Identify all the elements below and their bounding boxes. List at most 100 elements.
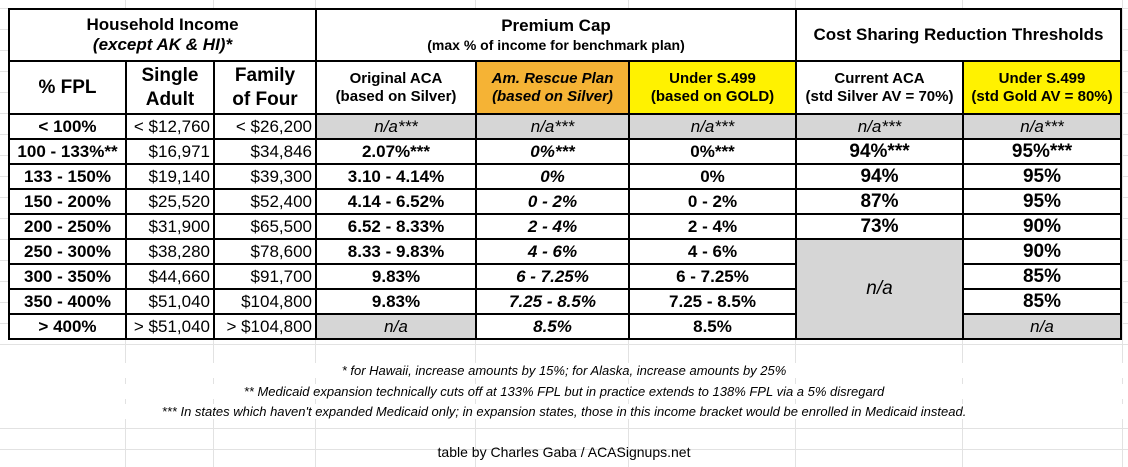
col-header-label: (based on GOLD) (650, 87, 775, 105)
cell-fpl: > 400% (8, 313, 127, 340)
grid-column-line (1122, 0, 1123, 467)
cell-family-of-four: < $26,200 (213, 113, 317, 140)
table-row: 133 - 150% $19,140 $39,300 3.10 - 4.14% 0% 0%… (8, 163, 1122, 190)
cell-current-aca-csr: 94% (795, 163, 964, 190)
cell-original-aca: n/a*** (315, 113, 477, 140)
cell-current-aca-csr: n/a (795, 238, 964, 340)
cell-fpl: 200 - 250% (8, 213, 127, 240)
col-header-label: (based on Silver) (492, 87, 613, 105)
col-header-s499-premium: Under S.499 (based on GOLD) (628, 60, 797, 115)
cell-s499-csr: 95%*** (962, 138, 1122, 165)
cell-single-adult: $19,140 (125, 163, 215, 190)
cell-family-of-four: $34,846 (213, 138, 317, 165)
cell-am-rescue-plan: 6 - 7.25% (475, 263, 630, 290)
cell-am-rescue-plan: n/a*** (475, 113, 630, 140)
csr-header: Cost Sharing Reduction Thresholds (795, 8, 1122, 62)
table-row: < 100% < $12,760 < $26,200 n/a*** n/a*** n/a*… (8, 113, 1122, 140)
cell-family-of-four: $91,700 (213, 263, 317, 290)
cell-fpl: 300 - 350% (8, 263, 127, 290)
cell-original-aca: 6.52 - 8.33% (315, 213, 477, 240)
cell-family-of-four: $52,400 (213, 188, 317, 215)
cell-s499-premium: 6 - 7.25% (628, 263, 797, 290)
cell-original-aca: 9.83% (315, 263, 477, 290)
cell-original-aca: 4.14 - 6.52% (315, 188, 477, 215)
cell-s499-csr: 90% (962, 238, 1122, 265)
cell-s499-premium: 0 - 2% (628, 188, 797, 215)
household-income-title: Household Income (86, 15, 239, 34)
col-header-label: (based on Silver) (335, 87, 457, 105)
footnote-2: ** Medicaid expansion technically cuts o… (0, 384, 1128, 399)
col-header-fpl: % FPL (8, 60, 127, 115)
cell-am-rescue-plan: 2 - 4% (475, 213, 630, 240)
cell-current-aca-csr: 73% (795, 213, 964, 240)
cell-fpl: 150 - 200% (8, 188, 127, 215)
cell-am-rescue-plan: 4 - 6% (475, 238, 630, 265)
col-header-label: Under S.499 (669, 69, 756, 87)
cell-fpl: 350 - 400% (8, 288, 127, 315)
cell-fpl: 250 - 300% (8, 238, 127, 265)
col-header-label: Single (141, 64, 199, 86)
cell-original-aca: n/a (315, 313, 477, 340)
cell-current-aca-csr: 94%*** (795, 138, 964, 165)
cell-s499-csr: 85% (962, 263, 1122, 290)
table-row: 250 - 300% $38,280 $78,600 8.33 - 9.83% 4 - … (8, 238, 1122, 340)
cell-single-adult: $44,660 (125, 263, 215, 290)
col-header-s499-csr: Under S.499 (std Gold AV = 80%) (962, 60, 1122, 115)
cell-s499-premium: n/a*** (628, 113, 797, 140)
cell-s499-csr: 85% (962, 288, 1122, 315)
table-body: < 100% < $12,760 < $26,200 n/a*** n/a*** n/a*… (8, 113, 1122, 340)
cell-original-aca: 3.10 - 4.14% (315, 163, 477, 190)
cell-s499-csr: n/a*** (962, 113, 1122, 140)
cell-s499-premium: 4 - 6% (628, 238, 797, 265)
table-row: > 400% > $51,040 > $104,800 n/a 8.5% 8.5% n/a (8, 313, 1122, 340)
cell-am-rescue-plan: 0 - 2% (475, 188, 630, 215)
column-header-row: % FPL Single Adult Family of Four Original… (8, 60, 1122, 115)
cell-am-rescue-plan: 8.5% (475, 313, 630, 340)
premium-cap-title: Premium Cap (501, 16, 611, 35)
footnote-3: *** In states which haven't expanded Med… (0, 404, 1128, 419)
credit-line: table by Charles Gaba / ACASignups.net (437, 444, 691, 460)
footnote-1: * for Hawaii, increase amounts by 15%; f… (0, 363, 1128, 378)
col-header-label: Adult (145, 88, 195, 110)
col-header-label: of Four (232, 88, 298, 110)
cell-family-of-four: $78,600 (213, 238, 317, 265)
cell-single-adult: $38,280 (125, 238, 215, 265)
cell-original-aca: 2.07%*** (315, 138, 477, 165)
cell-original-aca: 8.33 - 9.83% (315, 238, 477, 265)
premium-cap-header: Premium Cap (max % of income for benchma… (315, 8, 797, 62)
cell-s499-premium: 8.5% (628, 313, 797, 340)
cell-s499-csr: n/a (962, 313, 1122, 340)
col-header-label: Family (234, 64, 296, 86)
cell-single-adult: < $12,760 (125, 113, 215, 140)
household-income-subtitle: (except AK & HI)* (92, 35, 233, 54)
cell-current-aca-csr: n/a*** (795, 113, 964, 140)
cell-s499-premium: 2 - 4% (628, 213, 797, 240)
cell-s499-csr: 95% (962, 188, 1122, 215)
table-row: 200 - 250% $31,900 $65,500 6.52 - 8.33% 2 - … (8, 213, 1122, 240)
subsidy-table: Household Income (except AK & HI)* Premi… (8, 8, 1122, 340)
cell-family-of-four: $65,500 (213, 213, 317, 240)
col-header-label: % FPL (38, 76, 97, 98)
table-row: 300 - 350% $44,660 $91,700 9.83% 6 - 7.25% 6 … (8, 263, 1122, 290)
cell-single-adult: > $51,040 (125, 313, 215, 340)
table-row: 100 - 133%** $16,971 $34,846 2.07%*** 0%*** 0… (8, 138, 1122, 165)
cell-fpl: 100 - 133%** (8, 138, 127, 165)
col-header-label: (std Gold AV = 80%) (971, 87, 1113, 105)
cell-single-adult: $51,040 (125, 288, 215, 315)
col-header-family: Family of Four (213, 60, 317, 115)
col-header-arp: Am. Rescue Plan (based on Silver) (475, 60, 630, 115)
cell-s499-premium: 7.25 - 8.5% (628, 288, 797, 315)
col-header-label: Original ACA (349, 69, 443, 87)
cell-am-rescue-plan: 7.25 - 8.5% (475, 288, 630, 315)
cell-am-rescue-plan: 0% (475, 163, 630, 190)
household-income-header: Household Income (except AK & HI)* (8, 8, 317, 62)
cell-family-of-four: > $104,800 (213, 313, 317, 340)
cell-s499-premium: 0%*** (628, 138, 797, 165)
col-header-label: Am. Rescue Plan (491, 69, 614, 87)
cell-original-aca: 9.83% (315, 288, 477, 315)
cell-family-of-four: $104,800 (213, 288, 317, 315)
col-header-label: Under S.499 (998, 69, 1086, 87)
cell-fpl: < 100% (8, 113, 127, 140)
col-header-current-aca-csr: Current ACA (std Silver AV = 70%) (795, 60, 964, 115)
cell-current-aca-csr: 87% (795, 188, 964, 215)
